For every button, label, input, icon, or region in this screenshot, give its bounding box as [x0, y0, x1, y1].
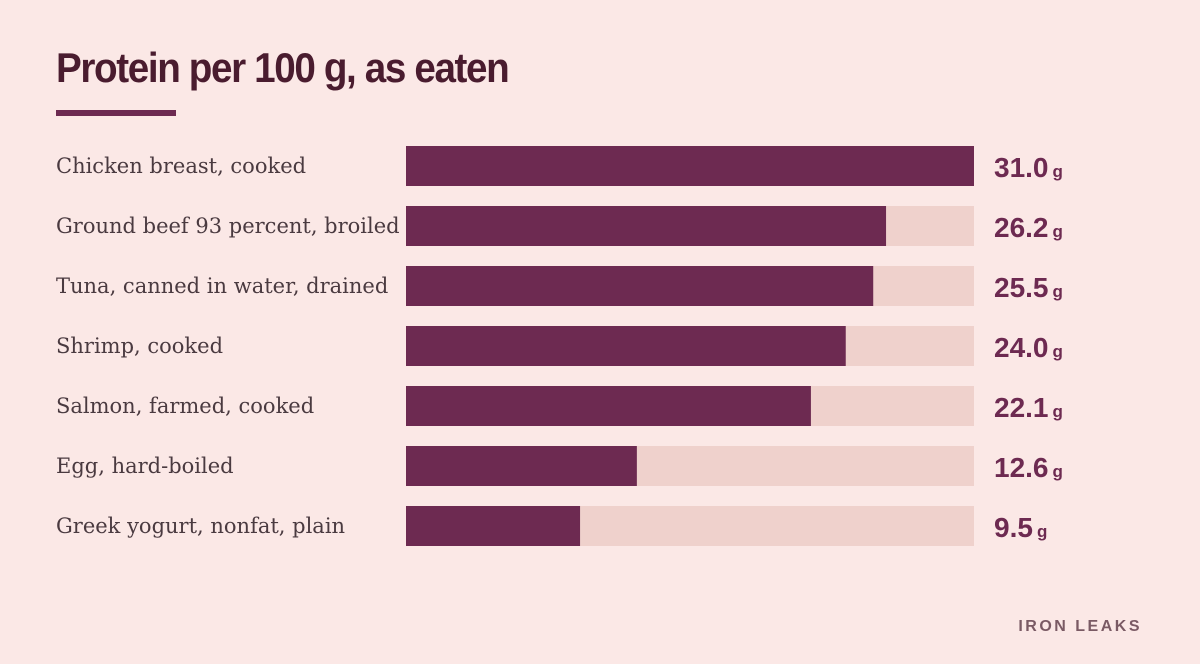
category-label: Shrimp, cooked	[56, 334, 223, 358]
bar	[406, 506, 581, 546]
value-unit: g	[1053, 222, 1063, 241]
category-label: Ground beef 93 percent, broiled	[56, 214, 400, 238]
value-unit: g	[1037, 522, 1047, 541]
value-number: 31.0	[994, 152, 1049, 183]
value-label: 31.0 g	[994, 152, 1063, 183]
bar	[406, 446, 637, 486]
category-label: Salmon, farmed, cooked	[56, 394, 314, 418]
value-label: 26.2 g	[994, 212, 1063, 243]
value-number: 9.5	[994, 512, 1033, 543]
bar	[406, 206, 887, 246]
value-number: 24.0	[994, 332, 1049, 363]
value-unit: g	[1053, 402, 1063, 421]
value-number: 26.2	[994, 212, 1049, 243]
value-unit: g	[1053, 462, 1063, 481]
bar	[406, 146, 974, 186]
chart-title: Protein per 100 g, as eaten	[56, 44, 510, 91]
category-label: Egg, hard-boiled	[56, 454, 234, 478]
value-label: 25.5 g	[994, 272, 1063, 303]
value-unit: g	[1053, 162, 1063, 181]
value-label: 22.1 g	[994, 392, 1063, 423]
value-unit: g	[1053, 342, 1063, 361]
category-label: Tuna, canned in water, drained	[56, 274, 388, 298]
value-number: 25.5	[994, 272, 1049, 303]
title-underline	[56, 110, 176, 116]
value-number: 22.1	[994, 392, 1049, 423]
value-label: 9.5 g	[994, 512, 1047, 543]
bar	[406, 266, 874, 306]
category-label: Greek yogurt, nonfat, plain	[56, 514, 345, 538]
brand-wordmark: IRON LEAKS	[1018, 618, 1142, 635]
bar	[406, 326, 846, 366]
value-label: 24.0 g	[994, 332, 1063, 363]
bar	[406, 386, 811, 426]
value-unit: g	[1053, 282, 1063, 301]
value-number: 12.6	[994, 452, 1049, 483]
value-label: 12.6 g	[994, 452, 1063, 483]
category-label: Chicken breast, cooked	[56, 154, 306, 178]
